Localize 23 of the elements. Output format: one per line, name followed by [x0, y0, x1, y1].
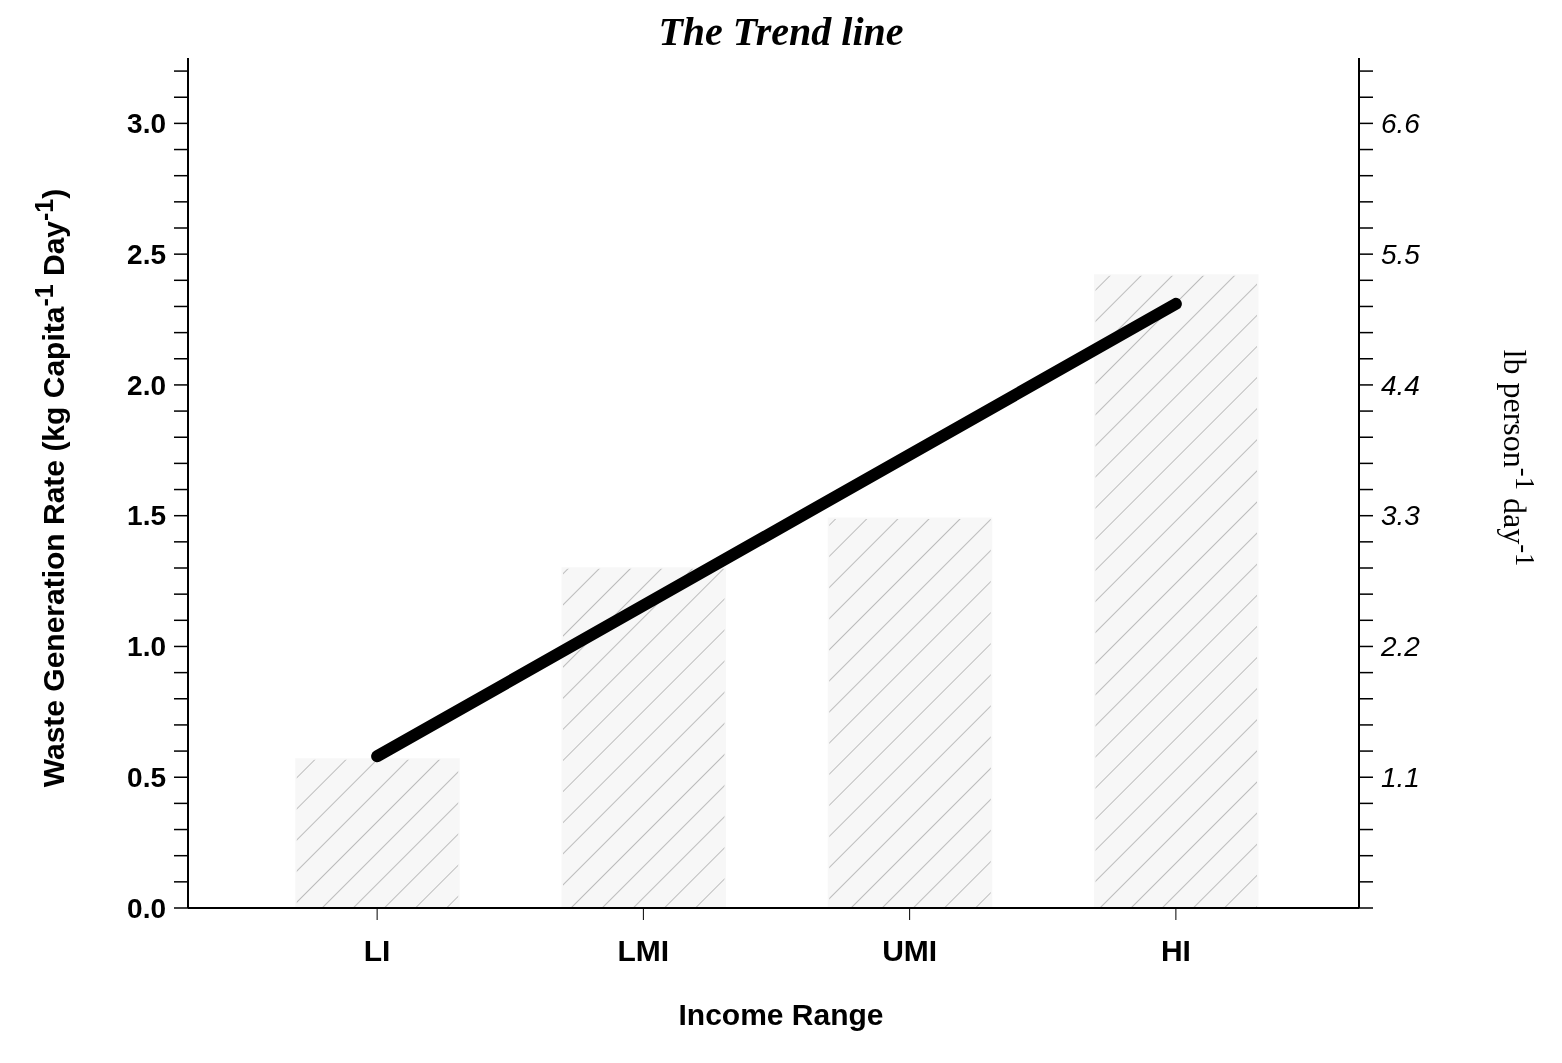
bar: [561, 567, 726, 908]
x-tick-label: UMI: [882, 934, 938, 968]
y-tick-label: 2.5: [127, 238, 166, 270]
y2-tick-label: 3.3: [1381, 500, 1421, 532]
x-tick-label: LI: [363, 934, 391, 968]
y2-tick-label: 6.6: [1381, 108, 1421, 140]
bar: [827, 517, 993, 908]
bar: [1094, 274, 1259, 908]
y-tick-label: 0.5: [127, 762, 166, 794]
chart-title: The Trend line: [657, 8, 905, 55]
y2-tick-label: 2.2: [1380, 631, 1421, 663]
x-axis-title: Income Range: [677, 998, 885, 1032]
y-tick-label: 3.0: [127, 108, 166, 140]
bar: [295, 758, 460, 908]
y-tick-label: 0.0: [127, 892, 166, 924]
y2-tick-label: 4.4: [1381, 369, 1420, 401]
x-tick-label: LMI: [617, 934, 670, 968]
y-tick-label: 1.0: [127, 631, 166, 663]
y2-tick-label: 1.1: [1381, 762, 1420, 794]
y2-tick-label: 5.5: [1381, 238, 1421, 270]
y-tick-label: 2.0: [127, 369, 166, 401]
y-tick-label: 1.5: [127, 500, 166, 532]
x-tick-label: HI: [1160, 934, 1191, 968]
